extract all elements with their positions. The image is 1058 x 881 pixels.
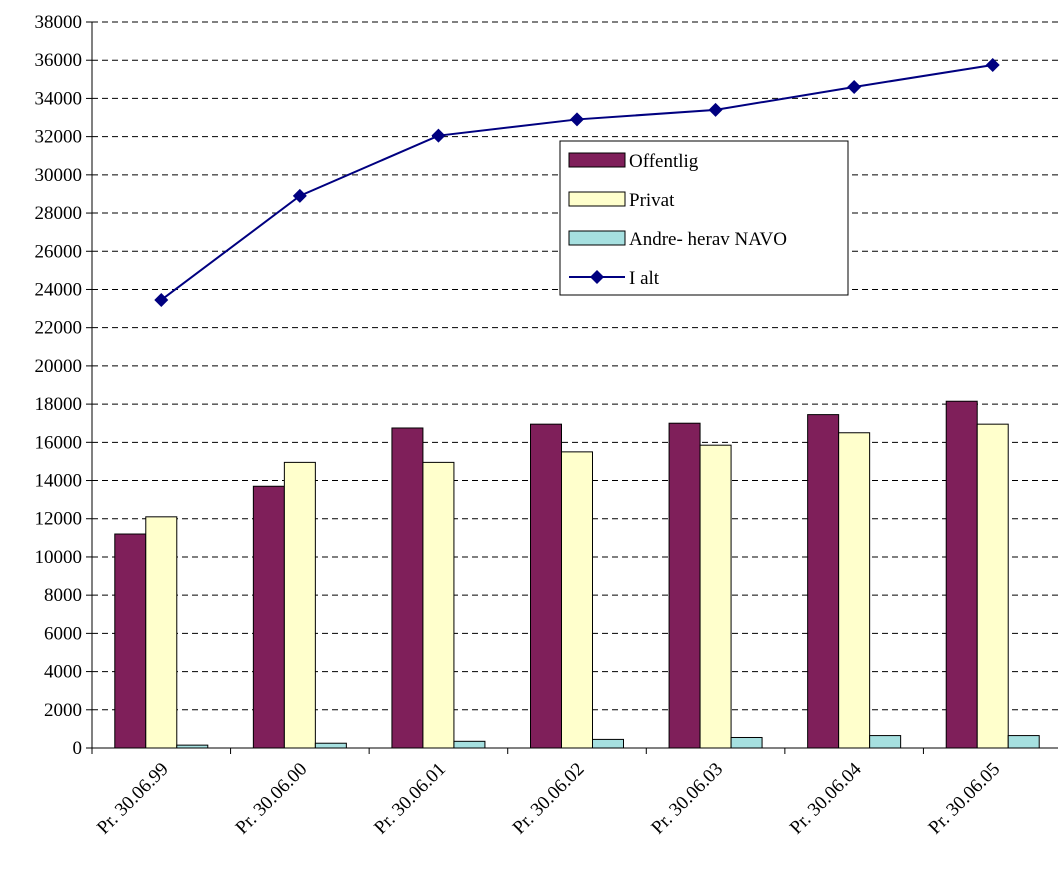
y-tick-label: 18000 <box>35 394 83 415</box>
y-tick-label: 32000 <box>35 127 83 148</box>
y-tick-label: 8000 <box>44 585 82 606</box>
x-tick-label: Pr. 30.06.02 <box>509 759 589 839</box>
y-tick-label: 28000 <box>35 203 83 224</box>
y-tick-label: 36000 <box>35 50 83 71</box>
x-tick-label: Pr. 30.06.99 <box>93 759 173 839</box>
bar <box>838 432 871 749</box>
x-tick-label: Pr. 30.06.03 <box>647 759 727 839</box>
bar <box>422 461 455 749</box>
bar <box>561 451 593 749</box>
legend-label: Offentlig <box>629 151 699 172</box>
y-tick-label: 12000 <box>35 509 83 530</box>
y-tick-label: 4000 <box>44 662 82 683</box>
legend-label: Andre- herav NAVO <box>629 229 787 250</box>
data-point <box>985 57 1000 72</box>
data-point <box>292 188 307 203</box>
y-tick-label: 14000 <box>35 471 83 492</box>
legend: Offentlig Privat Andre- herav NAVO I alt <box>559 140 849 296</box>
data-point <box>431 128 446 143</box>
legend-swatch <box>568 191 626 207</box>
y-tick-label: 2000 <box>44 700 82 721</box>
x-tick-label: Pr. 30.06.01 <box>370 759 450 839</box>
bar <box>592 738 624 749</box>
bar <box>453 740 486 749</box>
y-tick-label: 0 <box>73 738 83 759</box>
bar <box>730 736 763 749</box>
bar <box>252 485 285 749</box>
bars <box>114 400 1040 749</box>
bar <box>114 533 147 749</box>
data-point <box>847 79 862 94</box>
y-tick-label: 6000 <box>44 623 82 644</box>
bar <box>668 422 701 749</box>
bar <box>145 516 178 749</box>
axes <box>86 21 1058 754</box>
line-series <box>154 57 1000 307</box>
bar <box>869 735 902 749</box>
x-tick-label: Pr. 30.06.05 <box>924 759 1004 839</box>
bar <box>699 444 732 749</box>
y-tick-labels: 0 2000 4000 6000 8000 10000 12000 14000 16000 180… <box>35 12 83 759</box>
x-tick-label: Pr. 30.06.00 <box>232 759 312 839</box>
data-point <box>154 292 169 307</box>
bar <box>283 461 316 749</box>
x-tick-labels: Pr. 30.06.99 Pr. 30.06.00 Pr. 30.06.01 Pr. … <box>93 758 1004 838</box>
bar <box>1007 735 1040 749</box>
bar <box>391 427 424 749</box>
data-point <box>570 112 584 127</box>
bar <box>976 423 1009 749</box>
y-tick-label: 24000 <box>35 279 83 300</box>
legend-swatch <box>568 230 626 246</box>
bar <box>530 423 562 749</box>
legend-label: Privat <box>629 190 675 211</box>
legend-marker <box>590 270 604 284</box>
y-tick-label: 26000 <box>35 241 83 262</box>
y-tick-label: 34000 <box>35 88 83 109</box>
y-tick-label: 38000 <box>35 12 83 33</box>
y-tick-label: 16000 <box>35 432 83 453</box>
bar <box>807 414 840 749</box>
legend-label: I alt <box>629 268 660 289</box>
y-tick-label: 30000 <box>35 165 83 186</box>
y-tick-label: 20000 <box>35 356 83 377</box>
bar <box>945 400 978 749</box>
bar <box>314 742 347 749</box>
x-tick-label: Pr. 30.06.04 <box>786 758 866 838</box>
data-point <box>708 102 723 117</box>
legend-swatch <box>568 152 626 168</box>
y-tick-label: 22000 <box>35 318 83 339</box>
y-tick-label: 10000 <box>35 547 83 568</box>
